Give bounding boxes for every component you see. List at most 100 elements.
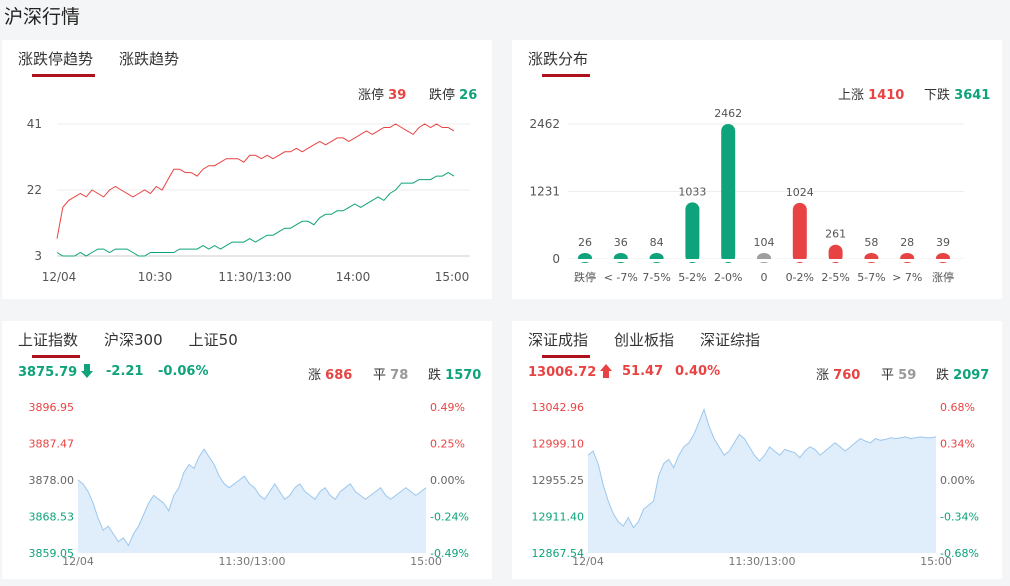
sz-price: 13006.72 [528,365,597,380]
tab-csi300[interactable]: 沪深300 [104,331,163,349]
tab-distribution[interactable]: 涨跌分布 [528,48,591,77]
bar-value-label: 2462 [714,107,742,120]
limit-down-line [56,172,455,257]
sz-index-tabs: 深证成指 创业板指 深证综指 [528,329,786,358]
sz-change-pct: 0.40% [675,364,721,379]
sz-price-line [587,407,937,529]
y-tick-label-right: -0.34% [940,511,979,524]
limit-up-stat: 涨停 39 [358,84,406,103]
y-tick-label: 3 [34,249,42,263]
sz-fall-value: 2097 [953,368,990,383]
bar-value-label: 261 [825,228,846,241]
sh-price: 3875.79 [18,365,78,380]
sh-rise-value: 686 [325,368,353,383]
sh-change-pct: -0.06% [158,364,209,379]
sh-change: -2.21 [106,364,144,379]
x-tick-label: 11:30/13:00 [218,270,291,284]
tab-sz-component[interactable]: 深证成指 [528,329,591,358]
category-label: 7-5% [642,271,670,284]
down-arrow-icon [81,364,94,378]
category-label: 涨停 [932,270,954,284]
x-tick-label: 11:30/13:00 [728,555,795,568]
distribution-bar [685,202,700,263]
bar-value-label: 28 [900,236,914,249]
y-tick-label-left: 12867.54 [532,547,585,560]
y-tick-label-left: 13042.96 [532,401,585,414]
baseline-mask [568,259,964,262]
tab-limit-trend[interactable]: 涨跌停趋势 [18,48,96,77]
y-tick-label: 22 [27,183,42,197]
distribution-tabs: 涨跌分布 [528,48,614,77]
distribution-bar [792,202,807,263]
sz-change: 51.47 [622,364,664,379]
y-tick-label-right: -0.49% [430,547,469,560]
sh-index-tabs: 上证指数 沪深300 上证50 [18,329,264,358]
y-tick-label-right: 0.49% [430,401,465,414]
up-count-label: 上涨 [838,88,865,103]
y-tick-label-right: -0.68% [940,547,979,560]
tab-sz-composite[interactable]: 深证综指 [700,331,761,349]
bar-value-label: 26 [578,236,592,249]
category-label: 2-5% [821,271,849,284]
x-tick-label: 12/04 [42,270,77,284]
tab-sh-composite[interactable]: 上证指数 [18,329,81,358]
bar-value-label: 36 [614,236,628,249]
bar-value-label: 1033 [678,185,706,198]
up-count-stat: 上涨 1410 [838,84,904,103]
y-tick-label-left: 3878.00 [29,474,75,487]
y-tick-label-right: 0.25% [430,438,465,451]
down-count-stat: 下跌 3641 [924,84,990,103]
sh-fall-label: 跌 [428,368,442,383]
bar-value-label: 58 [864,236,878,249]
sh-index-chart: 3896.95 0.49% 3887.47 0.25% 3878.00 0.00% 3868… [29,401,469,568]
bar-value-label: 1024 [786,186,814,199]
bar-value-label: 104 [754,236,775,249]
x-tick-label: 15:00 [920,555,952,568]
bar-value-label: 39 [936,236,950,249]
category-label: < -7% [604,271,638,284]
sh-index-panel: 上证指数 沪深300 上证50 3875.79 -2.21 -0.06% 涨 6… [2,321,492,579]
sz-flat-value: 59 [898,368,917,383]
y-tick-label-right: 0.68% [940,401,975,414]
limit-down-label: 跌停 [429,88,456,103]
x-tick-label: 11:30/13:00 [218,555,285,568]
limit-up-label: 涨停 [358,88,385,103]
distribution-bar [828,244,843,263]
sz-rise-label: 涨 [816,368,830,383]
y-tick-label: 0 [552,252,560,266]
y-tick-label-left: 3859.05 [29,547,75,560]
category-label: > 7% [892,271,922,284]
category-label: 5-2% [678,271,706,284]
category-label: 2-0% [714,271,742,284]
x-tick-label: 15:00 [410,555,442,568]
y-tick-label-left: 12999.10 [532,438,585,451]
sz-index-chart: 13042.96 0.68% 12999.10 0.34% 12955.25 0.00% 1… [532,401,979,568]
y-tick-label-left: 3887.47 [29,438,75,451]
bar-value-label: 84 [650,236,664,249]
y-tick-label-left: 12911.40 [532,511,585,524]
limit-down-value: 26 [459,88,478,103]
tab-sse50[interactable]: 上证50 [188,331,238,349]
y-tick-label-right: 0.00% [430,474,465,487]
tab-chinext[interactable]: 创业板指 [614,331,675,349]
x-tick-label: 12/04 [62,555,94,568]
distribution-panel: 涨跌分布 上涨 1410 下跌 3641 2462 1231 0 26 跌停 36 < -7… [512,40,1002,299]
y-tick-label-left: 12955.25 [532,474,585,487]
sh-flat-value: 78 [390,368,409,383]
sh-price-line [77,448,427,547]
limit-up-value: 39 [388,88,407,103]
y-tick-label-right: 0.34% [940,438,975,451]
up-count-value: 1410 [868,88,905,103]
category-label: 5-7% [857,271,885,284]
tab-rise-fall-trend[interactable]: 涨跌趋势 [119,50,180,68]
category-label: 0 [761,271,768,284]
category-label: 跌停 [574,270,596,284]
x-tick-label: 10:30 [138,270,173,284]
x-tick-label: 14:00 [336,270,371,284]
down-count-value: 3641 [954,88,991,103]
limit-trend-panel: 涨跌停趋势 涨跌趋势 涨停 39 跌停 26 41 22 3 12/04 10:30 11… [2,40,492,299]
distribution-bar [721,124,736,263]
y-tick-label: 41 [27,117,42,131]
sz-area-fill [588,409,936,553]
sz-flat-label: 平 [881,368,895,383]
